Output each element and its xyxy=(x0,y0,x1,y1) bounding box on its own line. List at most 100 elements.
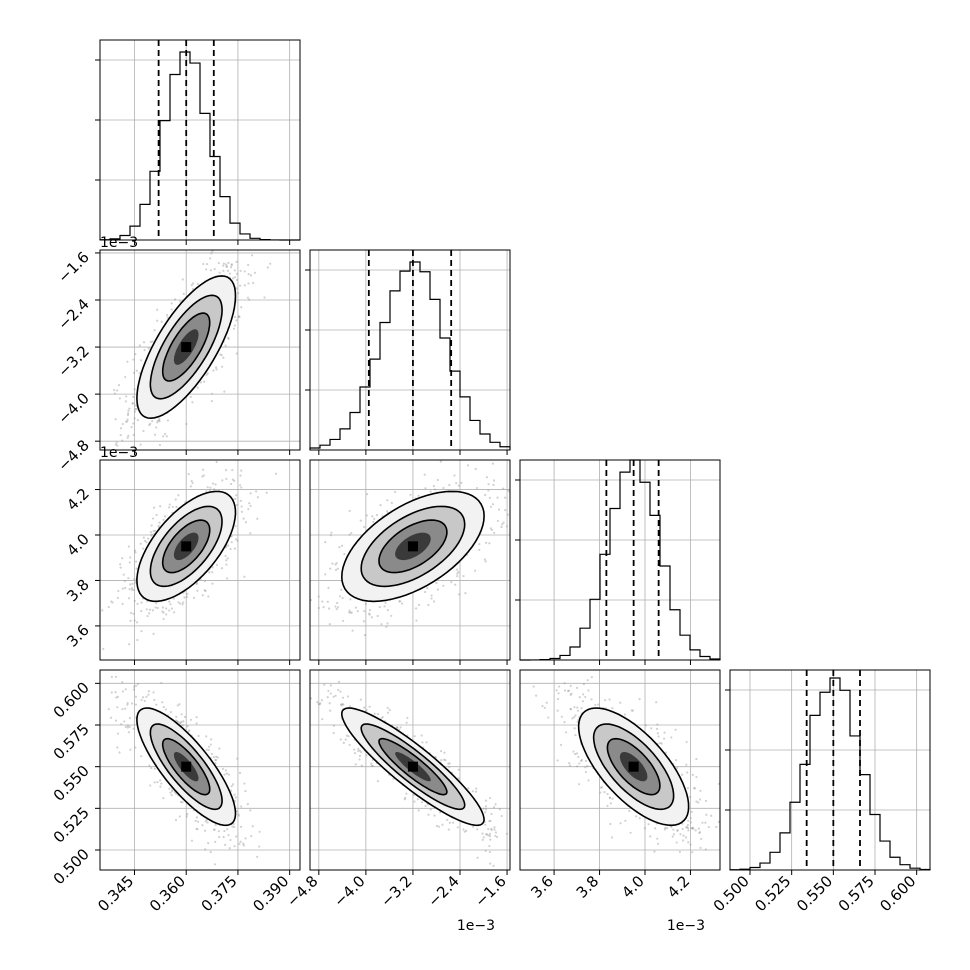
scatter-point xyxy=(386,706,389,709)
scatter-point xyxy=(145,695,148,698)
scatter-point xyxy=(209,486,212,489)
scatter-point xyxy=(388,708,391,712)
scatter-point xyxy=(174,818,178,822)
scatter-point xyxy=(208,489,211,492)
scatter-point xyxy=(126,413,130,417)
scatter-point xyxy=(204,589,207,593)
scatter-point xyxy=(287,593,289,595)
scatter-point xyxy=(159,505,162,508)
scatter-point xyxy=(166,316,169,319)
scatter-point xyxy=(162,518,165,521)
scatter-point xyxy=(685,826,688,829)
scatter-point xyxy=(282,588,284,590)
density-peak xyxy=(407,761,418,772)
scatter-point xyxy=(249,492,252,495)
scatter-point xyxy=(233,547,236,550)
scatter-point xyxy=(190,839,194,842)
scatter-point xyxy=(395,726,398,729)
scatter-point xyxy=(116,695,119,698)
scatter-point xyxy=(127,577,130,580)
scatter-point xyxy=(157,524,160,527)
scatter-point xyxy=(203,589,206,592)
scatter-points xyxy=(532,676,720,854)
scatter-point xyxy=(334,568,338,571)
scatter-point xyxy=(210,252,213,255)
scatter-point xyxy=(336,606,340,609)
scatter-point xyxy=(360,764,363,767)
scatter-point xyxy=(111,601,114,604)
scatter-point xyxy=(136,682,140,686)
scatter-point xyxy=(246,803,249,806)
scatter-point xyxy=(211,571,214,574)
scatter-point xyxy=(151,517,155,520)
scatter-point xyxy=(358,749,362,752)
scatter-point xyxy=(119,433,122,437)
scatter-point xyxy=(133,685,136,688)
scatter-point xyxy=(183,596,186,599)
scatter-point xyxy=(248,298,251,301)
scatter-point xyxy=(558,426,560,428)
scatter-point xyxy=(223,241,225,243)
scatter-point xyxy=(116,596,119,600)
scatter-point xyxy=(340,703,343,706)
scatter-point xyxy=(179,300,182,303)
scatter-point xyxy=(599,791,602,794)
scatter-point xyxy=(357,747,360,750)
scatter-point xyxy=(507,489,510,492)
scatter-point xyxy=(214,823,217,827)
scatter-point xyxy=(240,306,243,309)
scatter-point xyxy=(149,340,152,344)
scatter-point xyxy=(236,539,239,542)
scatter-point xyxy=(429,490,432,493)
scatter-point xyxy=(116,706,119,709)
scatter-point xyxy=(582,683,585,686)
scatter-point xyxy=(136,418,139,422)
scatter-point xyxy=(126,701,129,705)
scatter-point xyxy=(385,510,389,513)
scatter-point xyxy=(202,262,205,266)
scatter-point xyxy=(371,515,374,518)
histogram-line xyxy=(99,51,301,241)
scatter-point xyxy=(153,767,156,770)
scatter-point xyxy=(211,250,214,253)
scatter-point xyxy=(168,506,171,509)
scatter-point xyxy=(134,684,138,687)
scatter-point xyxy=(698,798,702,801)
scatter-point xyxy=(229,547,232,551)
scatter-points xyxy=(107,675,261,866)
scatter-point xyxy=(155,703,158,706)
scatter-point xyxy=(124,420,128,423)
scatter-point xyxy=(142,341,146,344)
scatter-point xyxy=(573,752,577,756)
scatter-point xyxy=(153,329,156,332)
scatter-point xyxy=(114,443,117,446)
scatter-point xyxy=(177,720,180,724)
scatter-point xyxy=(179,800,183,804)
scatter-point xyxy=(170,302,173,305)
scatter-point xyxy=(118,751,121,754)
scatter-point xyxy=(212,828,216,831)
scatter-point xyxy=(162,796,165,800)
scatter-point xyxy=(511,522,513,524)
scatter-point xyxy=(500,814,503,818)
scatter-point xyxy=(124,586,127,590)
scatter-point xyxy=(234,525,237,528)
scatter-point xyxy=(568,764,572,767)
scatter-point xyxy=(484,805,488,808)
scatter-point xyxy=(238,842,241,845)
scatter-point xyxy=(535,852,537,854)
scatter-point xyxy=(211,566,214,569)
scatter-point xyxy=(335,562,338,565)
scatter-point xyxy=(370,764,373,767)
scatter-point xyxy=(368,609,372,612)
scatter-point xyxy=(362,620,365,623)
scatter-point xyxy=(457,484,460,487)
scatter-point xyxy=(348,609,351,612)
scatter-point xyxy=(151,609,154,612)
scatter-point xyxy=(141,454,143,456)
scatter-point xyxy=(365,754,368,757)
scatter-point xyxy=(218,271,221,274)
scatter-point xyxy=(478,548,481,552)
panel-frame xyxy=(99,459,301,661)
scatter-point xyxy=(489,527,492,530)
